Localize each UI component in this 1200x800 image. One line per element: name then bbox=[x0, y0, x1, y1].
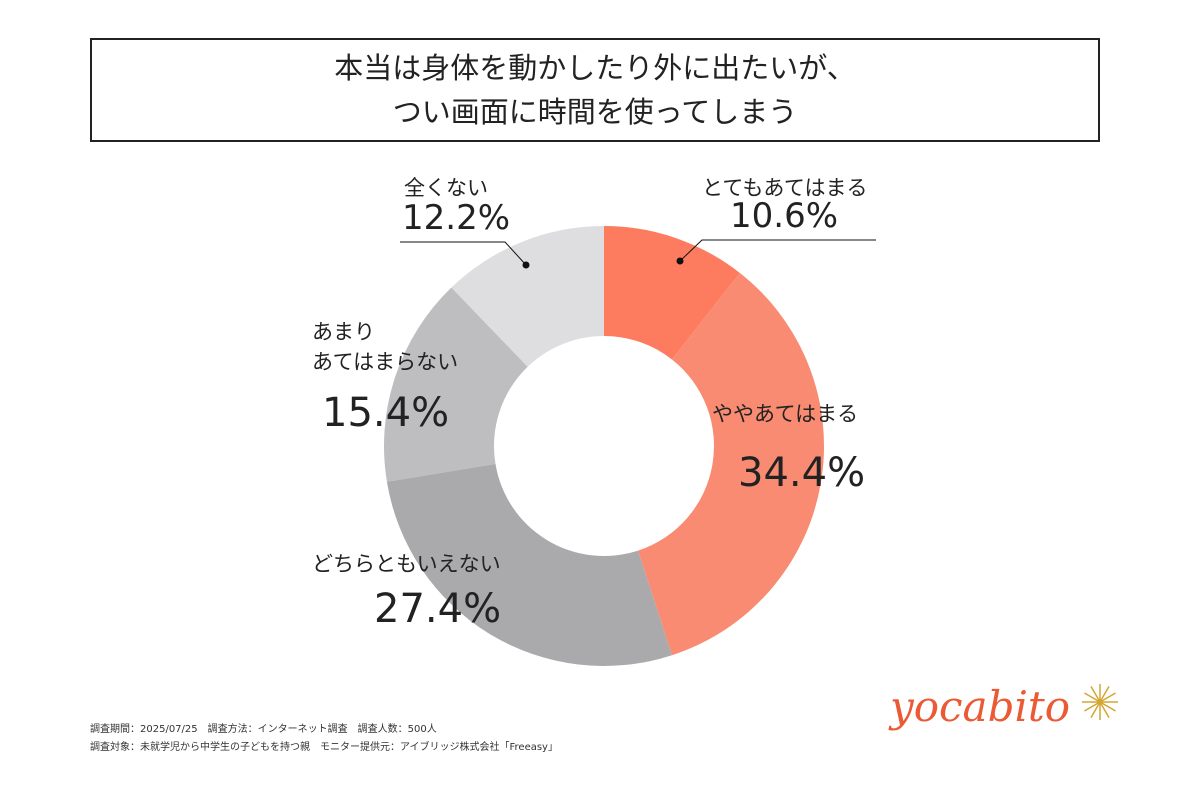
label-value-1: 10.6% bbox=[730, 196, 839, 236]
label-category-1: とてもあてはまる bbox=[702, 176, 868, 200]
yocabito-logo: yocabito bbox=[890, 682, 1071, 731]
leader-line-5 bbox=[400, 241, 530, 269]
label-category-4-line-1: あまり bbox=[312, 320, 375, 344]
title-line-2: つい画面に時間を使ってしまう bbox=[392, 95, 798, 129]
donut-slice-3 bbox=[386, 463, 672, 666]
leader-line-1 bbox=[676, 239, 876, 265]
label-value-4: 15.4% bbox=[322, 390, 450, 436]
footer-survey-target: 調査対象：未就学児から中学生の子どもを持つ親 モニター提供元：アイブリッジ株式会… bbox=[90, 742, 558, 753]
donut-slice-4 bbox=[384, 287, 528, 482]
donut-slice-1 bbox=[604, 226, 740, 360]
label-value-3: 27.4% bbox=[374, 586, 502, 632]
donut-slice-5 bbox=[451, 226, 604, 367]
label-category-2: ややあてはまる bbox=[712, 402, 859, 426]
title-box: 本当は身体を動かしたり外に出たいが、 つい画面に時間を使ってしまう bbox=[90, 38, 1100, 142]
label-value-5: 12.2% bbox=[402, 198, 511, 238]
donut-slice-2 bbox=[637, 273, 824, 656]
label-value-2: 34.4% bbox=[738, 450, 866, 496]
label-category-4-line-2: あてはまらない bbox=[312, 350, 459, 374]
footer-survey-info: 調査期間：2025/07/25 調査方法：インターネット調査 調査人数：500人 bbox=[90, 724, 437, 735]
label-category-5: 全くない bbox=[404, 176, 488, 200]
label-category-3: どちらともいえない bbox=[312, 552, 501, 576]
title-line-1: 本当は身体を動かしたり外に出たいが、 bbox=[334, 51, 856, 85]
